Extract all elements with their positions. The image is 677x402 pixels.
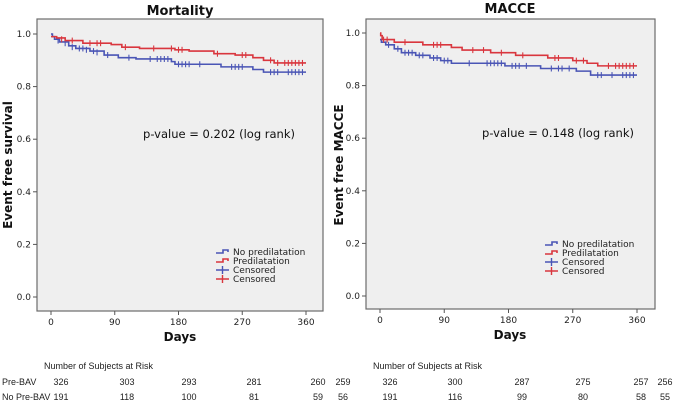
legend-cross-icon <box>216 275 229 283</box>
legend-label: Predilatation <box>233 257 290 267</box>
figure: Mortality 0.0 0.2 0.4 0.6 0.8 1.0 0 90 180 270 36… <box>1 2 656 344</box>
y-axis: 0.0 0.2 0.4 0.6 0.8 1.0 <box>17 30 37 303</box>
y-tick-label: 0.8 <box>346 82 361 92</box>
risk-cell: 99 <box>516 392 527 402</box>
y-tick-label: 0.4 <box>346 187 361 197</box>
legend-cross-icon <box>545 267 558 275</box>
risk-cell: 303 <box>119 377 135 387</box>
legend-cross-icon <box>545 258 558 266</box>
risk-cell: 100 <box>181 392 197 402</box>
x-tick-label: 270 <box>234 318 251 328</box>
y-axis: 0.0 0.2 0.4 0.6 0.8 1.0 <box>346 29 366 302</box>
risk-row-label: No Pre-BAV <box>2 392 51 402</box>
y-tick-label: 0.8 <box>17 83 32 93</box>
y-axis-label: Event free survival <box>1 101 15 229</box>
x-tick-label: 180 <box>170 318 187 328</box>
legend-step-icon <box>216 258 229 263</box>
x-axis-label: Days <box>164 330 197 344</box>
macce-panel: MACCE 0.0 0.2 0.4 0.6 0.8 1.0 0 90 180 270 360 p-… <box>332 2 656 342</box>
y-tick-label: 0.2 <box>346 239 360 249</box>
risk-table-heading: Number of Subjects at Risk <box>373 361 483 371</box>
x-tick-label: 0 <box>377 316 383 326</box>
risk-cell: 326 <box>53 377 69 387</box>
y-axis-label: Event free MACCE <box>332 104 346 225</box>
x-tick-label: 90 <box>109 318 121 328</box>
p-value-annotation: p-value = 0.148 (log rank) <box>482 126 634 140</box>
x-tick-label: 90 <box>439 316 451 326</box>
risk-cell: 55 <box>659 392 670 402</box>
survival-curve-no-predilatation <box>380 38 637 76</box>
legend-label: Predilatation <box>562 249 619 259</box>
legend-label: No predilatation <box>562 240 634 250</box>
legend-label: Censored <box>233 266 275 276</box>
y-tick-label: 1.0 <box>17 30 32 40</box>
risk-cell: 293 <box>181 377 197 387</box>
y-tick-label: 0.2 <box>17 240 31 250</box>
survival-curve-predilatation <box>379 32 637 67</box>
survival-curve-predilatation <box>51 35 306 64</box>
risk-table-heading: Number of Subjects at Risk <box>44 361 154 371</box>
risk-cell: 58 <box>635 392 646 402</box>
risk-cell: 56 <box>337 392 348 402</box>
mortality-panel: Mortality 0.0 0.2 0.4 0.6 0.8 1.0 0 90 180 270 36… <box>1 4 324 344</box>
risk-cell: 257 <box>633 377 649 387</box>
risk-cell: 287 <box>514 377 530 387</box>
risk-cell: 300 <box>447 377 463 387</box>
risk-cell: 260 <box>310 377 326 387</box>
x-tick-label: 0 <box>48 318 54 328</box>
risk-cell: 191 <box>382 392 398 402</box>
risk-cell: 191 <box>53 392 69 402</box>
y-tick-label: 0.0 <box>346 292 361 302</box>
risk-cell: 281 <box>246 377 262 387</box>
risk-cell: 326 <box>382 377 398 387</box>
x-tick-label: 180 <box>500 316 517 326</box>
risk-cell: 256 <box>657 377 673 387</box>
risk-row-label: Pre-BAV <box>2 377 37 387</box>
plot-area <box>36 18 324 312</box>
chart-title: MACCE <box>485 2 536 17</box>
legend: No predilatationPredilatationCensoredCen… <box>216 248 305 285</box>
curves <box>379 32 637 79</box>
legend-label: No predilatation <box>233 248 305 258</box>
legend-label: Censored <box>562 258 604 268</box>
legend: No predilatationPredilatationCensoredCen… <box>545 240 634 277</box>
y-tick-label: 0.4 <box>17 188 32 198</box>
y-tick-label: 1.0 <box>346 29 361 39</box>
x-tick-label: 270 <box>564 316 581 326</box>
survival-curve-no-predilatation <box>51 33 306 73</box>
x-tick-label: 360 <box>628 316 645 326</box>
risk-cell: 59 <box>312 392 323 402</box>
plot-area <box>365 18 656 310</box>
risk-cell: 259 <box>335 377 351 387</box>
legend-cross-icon <box>216 266 229 274</box>
p-value-annotation: p-value = 0.202 (log rank) <box>143 127 295 141</box>
legend-step-icon <box>545 241 558 246</box>
y-tick-label: 0.6 <box>346 134 361 144</box>
risk-cell: 80 <box>577 392 588 402</box>
y-tick-label: 0.0 <box>17 293 32 303</box>
y-tick-label: 0.6 <box>17 135 32 145</box>
legend-step-icon <box>545 250 558 255</box>
risk-cell: 118 <box>119 392 135 402</box>
legend-label: Censored <box>562 267 604 277</box>
legend-step-icon <box>216 249 229 254</box>
risk-cell: 81 <box>248 392 259 402</box>
risk-cell: 275 <box>575 377 591 387</box>
chart-title: Mortality <box>147 4 214 19</box>
legend-label: Censored <box>233 275 275 285</box>
x-axis: 0 90 180 270 360 <box>377 309 646 326</box>
x-axis-label: Days <box>494 328 527 342</box>
risk-cell: 116 <box>447 392 463 402</box>
x-axis: 0 90 180 270 360 <box>48 311 315 328</box>
curves <box>51 33 306 76</box>
x-tick-label: 360 <box>297 318 314 328</box>
